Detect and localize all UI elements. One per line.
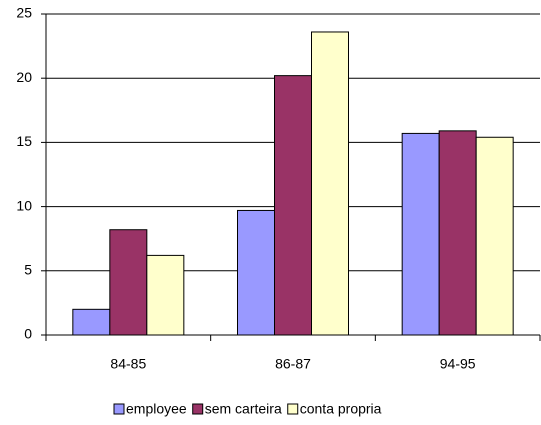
x-tick-label: 84-85: [110, 356, 146, 372]
x-tick-label: 94-95: [440, 356, 476, 372]
y-tick-label: 25: [16, 5, 32, 21]
x-tick-label: 86-87: [275, 356, 311, 372]
bar: [401, 132, 440, 336]
bar: [274, 75, 312, 336]
bar: [438, 130, 477, 336]
y-tick-label: 10: [16, 197, 32, 213]
legend-swatch: [192, 403, 204, 415]
legend-swatch: [287, 403, 299, 415]
y-tick-label: 20: [16, 69, 32, 85]
bar: [72, 308, 111, 336]
legend-label: conta propria: [300, 401, 382, 417]
y-tick-label: 15: [16, 133, 32, 149]
y-tick-label: 0: [24, 326, 32, 342]
bar: [109, 229, 148, 336]
bar: [146, 254, 185, 336]
legend-swatch: [113, 403, 125, 415]
legend-label: sem carteira: [205, 401, 282, 417]
y-tick-label: 5: [24, 262, 32, 278]
bar: [475, 136, 514, 336]
legend-label: employee: [126, 401, 187, 417]
bar: [237, 209, 275, 336]
bar: [311, 31, 349, 336]
